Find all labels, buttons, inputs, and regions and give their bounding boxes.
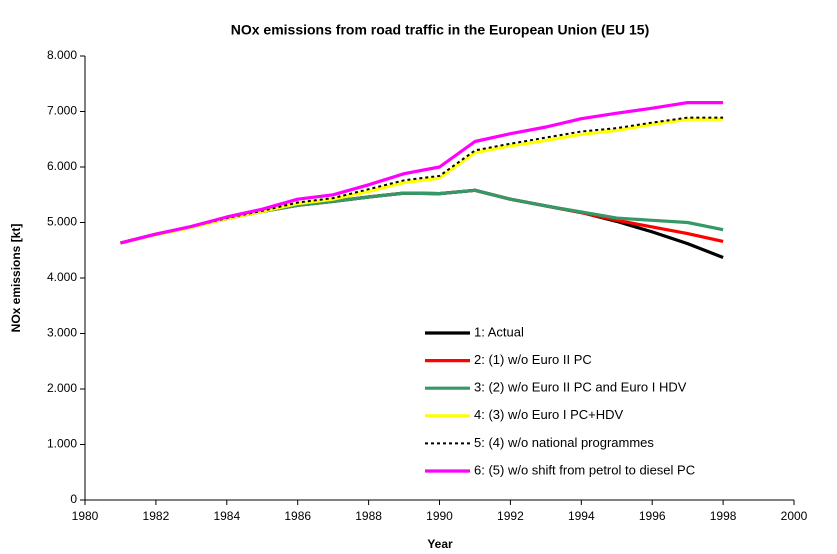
x-tick-label: 1984 <box>213 509 240 523</box>
chart-title: NOx emissions from road traffic in the E… <box>231 22 650 38</box>
y-tick-label: 2.000 <box>47 381 77 395</box>
legend-label: 5: (4) w/o national programmes <box>474 435 654 450</box>
y-tick-label: 3.000 <box>47 326 77 340</box>
x-tick-label: 1998 <box>710 509 737 523</box>
x-tick-label: 1990 <box>426 509 453 523</box>
x-tick-label: 1988 <box>355 509 382 523</box>
y-tick-label: 5.000 <box>47 215 77 229</box>
series-line <box>120 188 724 245</box>
x-tick-label: 1986 <box>284 509 311 523</box>
x-tick-label: 1994 <box>568 509 595 523</box>
series-line <box>120 188 724 245</box>
legend-label: 3: (2) w/o Euro II PC and Euro I HDV <box>474 380 687 395</box>
series-line <box>120 101 724 245</box>
legend-label: 2: (1) w/o Euro II PC <box>474 352 592 367</box>
y-tick-label: 4.000 <box>47 270 77 284</box>
legend-label: 4: (3) w/o Euro I PC+HDV <box>474 407 624 422</box>
x-axis-label: Year <box>427 537 453 551</box>
x-tick-label: 1992 <box>497 509 524 523</box>
x-tick-label: 1980 <box>72 509 99 523</box>
y-tick-label: 6.000 <box>47 159 77 173</box>
legend-label: 6: (5) w/o shift from petrol to diesel P… <box>474 462 695 477</box>
legend-label: 1: Actual <box>474 324 524 339</box>
x-tick-label: 1996 <box>639 509 666 523</box>
y-tick-label: 8.000 <box>47 48 77 62</box>
x-tick-label: 2000 <box>781 509 808 523</box>
y-tick-label: 1.000 <box>47 437 77 451</box>
y-axis-label: NOx emissions [kt] <box>9 224 23 333</box>
y-tick-label: 0 <box>70 492 77 506</box>
y-tick-label: 7.000 <box>47 104 77 118</box>
x-tick-label: 1982 <box>143 509 170 523</box>
